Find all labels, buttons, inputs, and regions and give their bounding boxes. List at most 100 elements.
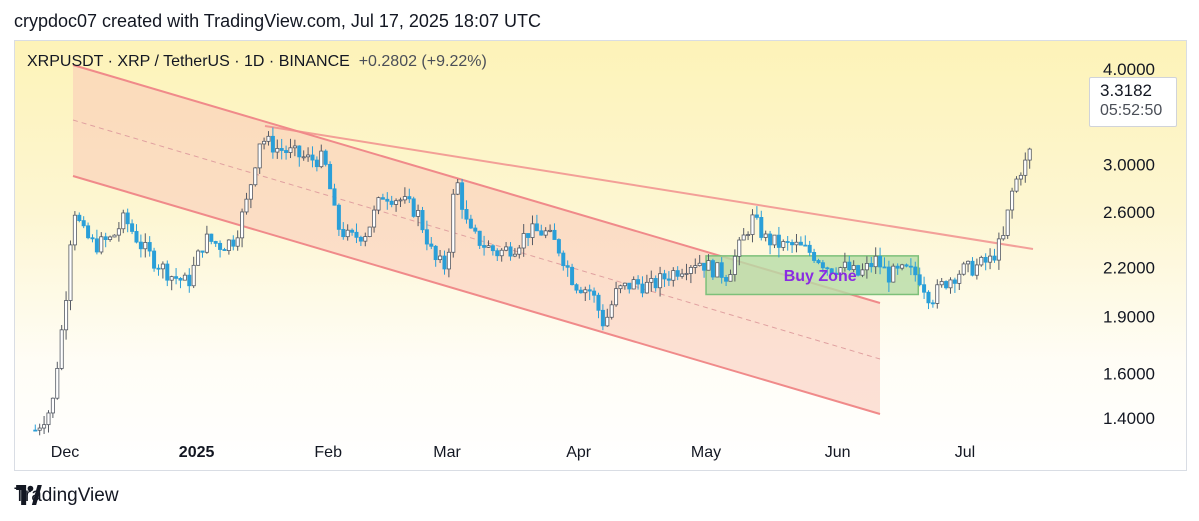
candle-body [165, 263, 170, 281]
candle-body [798, 241, 803, 246]
candle-body [574, 284, 579, 291]
candle-body [253, 167, 258, 186]
candle-body [99, 236, 104, 253]
candle-body [121, 212, 126, 230]
candle-body [860, 269, 865, 276]
candle-body [323, 150, 328, 165]
candle-body [979, 256, 984, 266]
candle-body [776, 234, 781, 248]
candle-body [1001, 235, 1006, 240]
candle-body [614, 288, 619, 306]
candle-body [1010, 190, 1015, 211]
candle-body [178, 277, 183, 281]
candle-body [204, 233, 209, 253]
candle-body [460, 182, 465, 210]
buy-zone-label: Buy Zone [784, 268, 857, 285]
candle-body [112, 234, 117, 238]
price-chart[interactable]: Buy Zone4.00003.50003.00002.60002.20001.… [15, 41, 1186, 470]
candle-body [389, 200, 394, 205]
candle-body [169, 276, 174, 281]
candle-body [270, 135, 275, 153]
candle-body [90, 237, 95, 240]
candle-body [596, 294, 601, 311]
chart-header-title: crypdoc07 created with TradingView.com, … [14, 11, 541, 31]
candle-body [706, 260, 711, 271]
candle-body [55, 368, 60, 399]
candle-body [213, 241, 218, 244]
candle-body [512, 253, 517, 257]
candle-body [662, 273, 667, 280]
candle-body [50, 397, 55, 414]
candle-body [878, 255, 883, 268]
candle-body [842, 261, 847, 268]
x-axis-tick-label: Apr [566, 444, 592, 461]
chart-panel[interactable]: Buy Zone4.00003.50003.00002.60002.20001.… [14, 40, 1187, 471]
candle-body [482, 245, 487, 248]
candle-body [495, 250, 500, 257]
candle-body [944, 281, 949, 289]
candle-body [508, 246, 513, 257]
candle-body [719, 262, 724, 278]
y-axis-tick-label: 2.2000 [1103, 259, 1155, 278]
candle-body [816, 260, 821, 264]
candle-body [292, 145, 297, 149]
candle-body [570, 266, 575, 286]
candle-body [974, 264, 979, 276]
candle-body [1018, 174, 1023, 180]
candle-body [209, 233, 214, 242]
candle-body [728, 274, 733, 282]
candle-body [838, 267, 843, 275]
candle-body [763, 233, 768, 238]
y-axis-tick-label: 1.6000 [1103, 365, 1155, 384]
candle-body [587, 289, 592, 292]
candle-body [310, 154, 315, 161]
candle-body [935, 284, 940, 304]
candle-body [592, 290, 597, 296]
candle-body [81, 220, 86, 227]
candle-body [649, 278, 654, 283]
candle-body [200, 250, 205, 253]
candle-body [737, 239, 742, 257]
candle-body [358, 236, 363, 242]
candle-body [820, 262, 825, 269]
candle-body [68, 244, 73, 301]
candle-body [398, 199, 403, 202]
candle-body [680, 273, 685, 277]
candle-body [768, 233, 773, 246]
candle-body [759, 217, 764, 238]
candle-body [794, 241, 799, 246]
candle-body [380, 197, 385, 200]
candle-body [829, 268, 834, 274]
candle-body [988, 255, 993, 263]
candle-body [521, 233, 526, 249]
candle-body [125, 212, 130, 225]
tradingview-footer[interactable]: TradingView [14, 485, 119, 507]
candle-body [961, 263, 966, 275]
candle-body [226, 239, 231, 251]
last-price: 3.3182 [1100, 81, 1152, 100]
candle-body [517, 247, 522, 255]
candle-body [636, 279, 641, 285]
candle-body [548, 229, 553, 232]
descending-channel-fill [73, 65, 880, 414]
candle-body [939, 281, 944, 286]
tradingview-logo-icon [16, 485, 42, 505]
candle-body [314, 159, 319, 168]
candle-body [147, 242, 152, 252]
symbol-legend[interactable]: XRPUSDT · XRP / TetherUS · 1D · BINANCE … [27, 53, 487, 71]
x-axis-tick-label: May [691, 444, 721, 461]
candle-body [196, 250, 201, 266]
candle-body [693, 265, 698, 268]
candle-body [451, 193, 456, 253]
candle-body [345, 229, 350, 238]
candle-body [908, 265, 913, 268]
candle-body [754, 214, 759, 218]
legend-symbol: XRPUSDT [27, 53, 104, 70]
candle-body [328, 164, 333, 190]
candle-body [341, 228, 346, 238]
candle-body [741, 234, 746, 241]
candle-body [891, 265, 896, 283]
candle-body [803, 244, 808, 247]
candle-body [627, 282, 632, 290]
candle-body [279, 148, 284, 151]
